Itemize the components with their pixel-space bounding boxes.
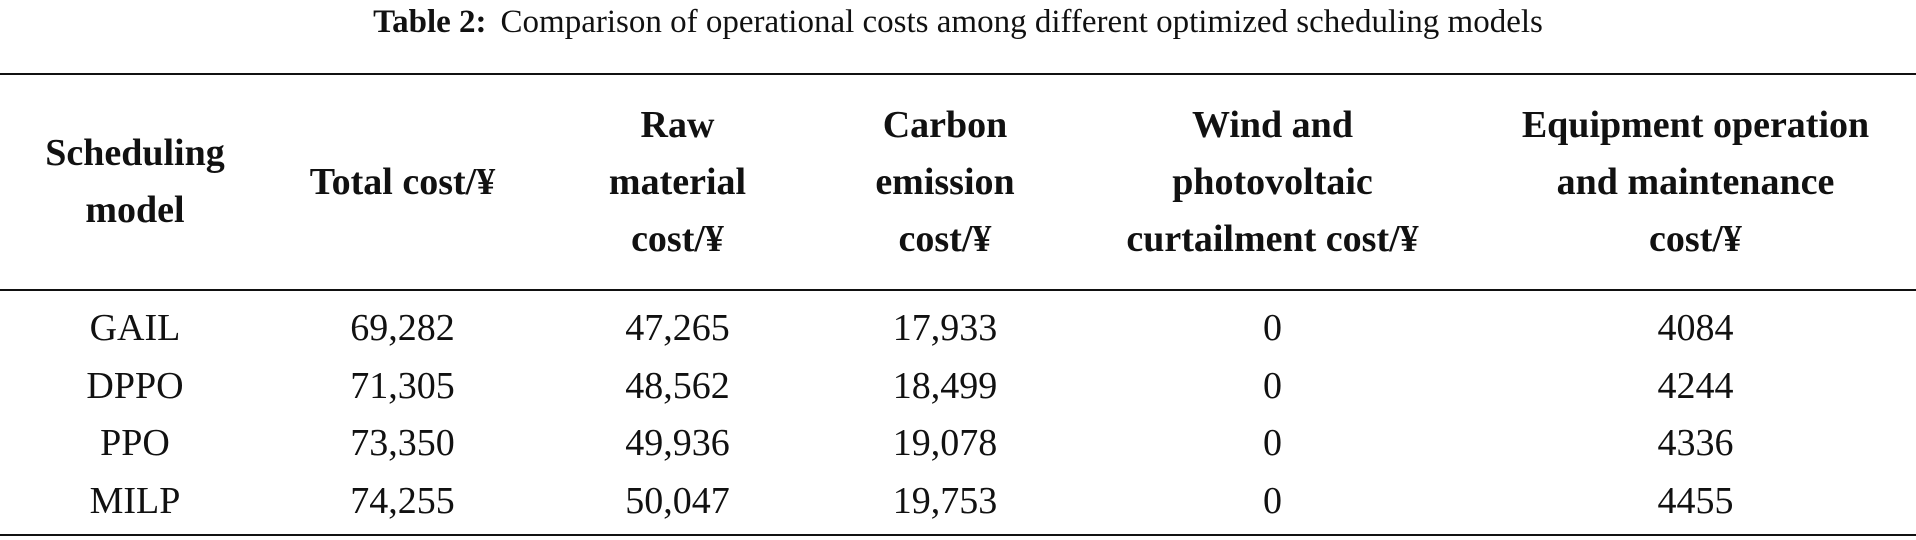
- cell-raw-material-cost: 50,047: [625, 479, 730, 522]
- cell-carbon-emission-cost: 19,753: [892, 479, 998, 522]
- table-row: GAIL 69,282 47,265 17,933 0 4084: [0, 300, 1916, 358]
- bottom-rule: [0, 534, 1916, 536]
- header-scheduling-model: Scheduling model: [45, 132, 225, 231]
- header-curtailment-cost: Wind and photovoltaic curtailment cost/¥: [1126, 103, 1419, 260]
- cell-total-cost: 73,350: [350, 422, 455, 464]
- header-equipment-om-cost: Equipment operation and maintenance cost…: [1521, 103, 1870, 260]
- table-caption: Table 2: Comparison of operational costs …: [0, 2, 1916, 42]
- cell-raw-material-cost: 48,562: [625, 364, 730, 407]
- cell-total-cost: 74,255: [350, 479, 455, 522]
- cell-equipment-om-cost: 4244: [1657, 364, 1734, 407]
- cell-equipment-om-cost: 4455: [1657, 479, 1734, 522]
- table-row: MILP 74,255 50,047 19,753 0 4455: [0, 473, 1916, 531]
- table-row: DPPO 71,305 48,562 18,499 0 4244: [0, 358, 1916, 416]
- cell-total-cost: 71,305: [350, 364, 455, 407]
- cell-curtailment-cost: 0: [1263, 479, 1282, 522]
- cell-carbon-emission-cost: 18,499: [892, 364, 998, 407]
- table-body: GAIL 69,282 47,265 17,933 0 4084 DPPO 71…: [0, 300, 1916, 530]
- cell-carbon-emission-cost: 17,933: [892, 307, 998, 349]
- cell-equipment-om-cost: 4084: [1657, 307, 1734, 349]
- cell-model: GAIL: [89, 307, 181, 349]
- cell-curtailment-cost: 0: [1263, 307, 1282, 349]
- header-raw-material-cost: Raw material cost/¥: [608, 103, 747, 260]
- cell-carbon-emission-cost: 19,078: [892, 422, 998, 464]
- table-row: PPO 73,350 49,936 19,078 0 4336: [0, 415, 1916, 473]
- cell-curtailment-cost: 0: [1263, 422, 1282, 464]
- cell-model: MILP: [89, 479, 181, 522]
- cell-curtailment-cost: 0: [1263, 364, 1282, 407]
- header-carbon-emission-cost: Carbon emission cost/¥: [875, 103, 1015, 260]
- header-rule: [0, 289, 1916, 291]
- cell-equipment-om-cost: 4336: [1657, 422, 1734, 464]
- cell-total-cost: 69,282: [350, 307, 455, 349]
- table-caption-text: Comparison of operational costs among di…: [500, 4, 1543, 40]
- cell-model: PPO: [100, 422, 170, 464]
- cell-raw-material-cost: 49,936: [625, 422, 730, 464]
- cell-model: DPPO: [86, 364, 184, 407]
- header-total-cost: Total cost/¥: [309, 160, 496, 203]
- cell-raw-material-cost: 47,265: [625, 307, 730, 349]
- top-rule: [0, 73, 1916, 75]
- table-caption-label: Table 2:: [373, 4, 487, 40]
